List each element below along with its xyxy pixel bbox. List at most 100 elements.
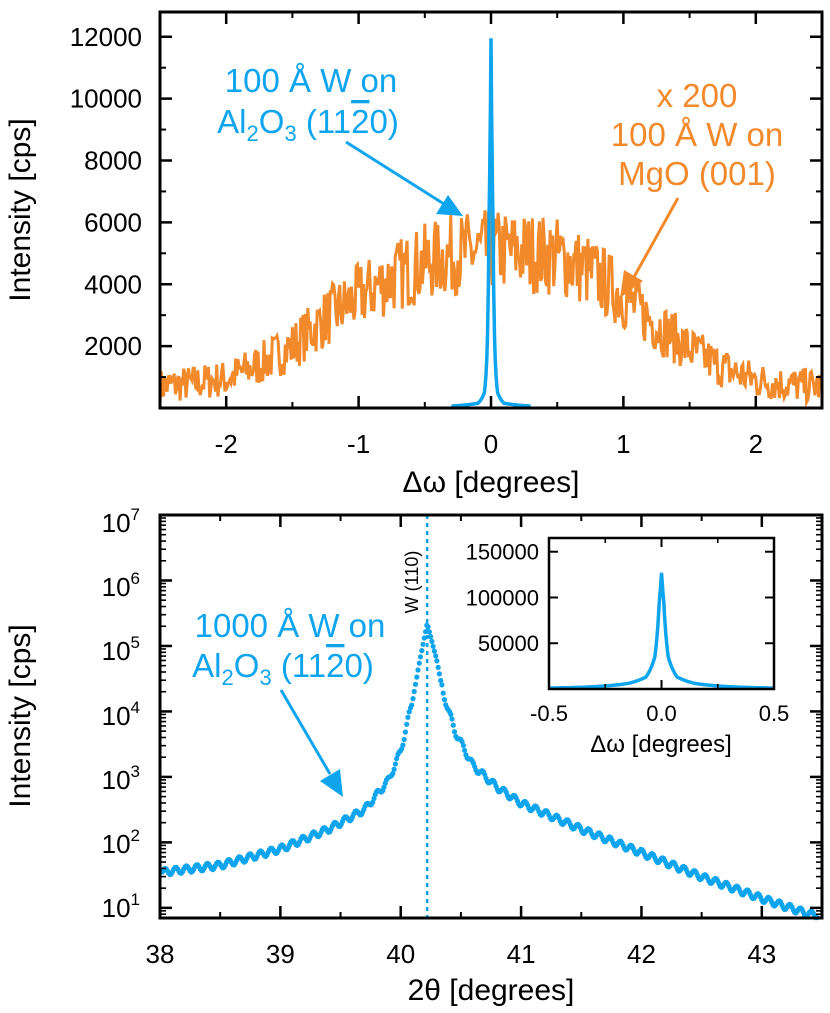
top-xtick-label: 0 [484,429,498,459]
top-annotation-orange-line2: 100 Å W on [611,116,783,153]
top-annotation-blue-line1: 100 Å W on [225,62,397,99]
scan-point [439,682,445,688]
scan-point [430,643,436,649]
inset-xtick-label: 0.0 [646,701,677,726]
inset-plot-frame [547,536,776,691]
scan-point [400,742,406,748]
scan-point [410,696,416,702]
inset-xtick-label: -0.5 [530,701,568,726]
inset-ticks: -0.5 0.0 0.5 50000 100000 150000 [466,538,790,726]
scan-point [416,660,422,666]
scan-point [450,722,456,728]
top-annotation-blue-arrow [345,140,445,206]
top-xtick-label: 2 [749,429,763,459]
scan-point [429,638,435,645]
bottom-plot-frame [158,513,824,920]
inset-series-blue [549,572,774,690]
top-xtick-label: 1 [616,429,630,459]
inset-ytick-label: 50000 [478,631,539,656]
bottom-annotation-line2: Al2O3 (1120) [192,647,374,690]
scan-point [415,667,421,673]
scan-point [462,747,468,753]
scan-point [435,664,441,671]
scan-point [448,711,454,718]
top-annotation-blue-line2: Al2O3 (1120) [217,103,399,146]
ytick-label-1e1: 101 [102,890,140,923]
scan-point [451,729,458,735]
inset-xtick-label: 0.5 [759,701,790,726]
orange-rocking-curve [158,206,824,408]
inset-background [549,538,774,689]
inset-rocking-curve [549,572,774,690]
scan-point [423,629,429,635]
scan-point [433,653,439,659]
bottom-annotation-arrow [279,689,332,775]
top-chart: -2 -1 0 1 2 2000 4000 6000 8000 10000 12000 Intens… [4,10,824,499]
top-ytick-label: 2000 [84,331,142,361]
top-xtick-label: -2 [215,429,238,459]
ytick-label-1e3: 103 [102,762,140,795]
scan-point [414,674,420,680]
scan-point [417,654,424,660]
bottom-xtick-label: 43 [747,939,776,969]
scan-point [425,624,431,630]
top-ytick-label: 4000 [84,269,142,299]
scan-point [460,742,466,749]
bottom-annotation-arrowhead [320,769,343,797]
bottom-ylabel: Intensity [cps] [4,624,37,807]
ytick-label-1e7: 107 [102,505,140,538]
scan-point [426,629,432,635]
scan-point [405,714,411,720]
top-plot-frame [158,10,824,410]
ytick-label-1e4: 104 [102,698,140,731]
scan-point [402,729,408,735]
bottom-ytick-labels: 101 102 103 104 105 106 107 [102,505,140,923]
bottom-xtick-label: 42 [627,939,656,969]
top-ticks: -2 -1 0 1 2 2000 4000 6000 8000 10000 12000 [70,12,823,459]
bottom-xtick-label: 40 [386,939,415,969]
scan-point [419,648,425,654]
blue-rocking-curve [451,38,531,408]
bottom-annotation-line1: 1000 Å W on [195,607,386,644]
top-ytick-label: 12000 [70,22,142,52]
bottom-series-blue [159,622,820,921]
bottom-xtick-label: 41 [507,939,536,969]
top-annotation-orange-arrow [632,197,680,278]
scan-point [390,770,396,777]
top-annotation-orange-line3: MgO (001) [618,155,776,192]
scan-point [401,736,407,743]
inset-ytick-label: 100000 [466,585,539,610]
bottom-peak-label: W (110) [402,551,422,614]
top-ytick-label: 10000 [70,84,142,114]
ytick-label-1e6: 106 [102,569,140,602]
top-xlabel: Δω [degrees] [403,466,580,499]
scan-point [392,761,398,767]
scan-point [449,716,455,722]
scan-point [371,795,377,802]
scan-point [411,688,417,695]
bottom-chart: 38 39 40 41 42 43 W (110) 101 102 103 104 105… [4,505,824,1007]
top-annotation-orange: x 200 100 Å W on MgO (001) [611,77,783,298]
scan-point [409,702,415,708]
scan-point [434,658,440,664]
ytick-label-1e5: 105 [102,633,140,666]
scan-point [436,671,442,677]
scan-point [438,677,444,684]
scan-point [440,690,446,696]
top-ytick-label: 6000 [84,207,142,237]
top-annotation-blue: 100 Å W on Al2O3 (1120) [217,62,463,216]
inset-xlabel: Δω [degrees] [590,731,732,758]
top-annotation-blue-arrowhead [436,195,463,216]
top-series-orange [158,206,824,408]
scan-point [420,641,426,647]
scan-point [421,635,427,641]
inset-ytick-label: 150000 [466,540,539,565]
inset-chart: -0.5 0.0 0.5 50000 100000 150000 Δω [degrees] [466,536,790,758]
scan-point [394,756,400,762]
scan-point [412,681,419,687]
scan-point [431,648,437,654]
bottom-xlabel: 2θ [degrees] [408,974,575,1007]
scan-point [381,784,387,790]
top-ytick-label: 8000 [84,146,142,176]
bottom-annotation: 1000 Å W on Al2O3 (1120) [192,607,385,797]
